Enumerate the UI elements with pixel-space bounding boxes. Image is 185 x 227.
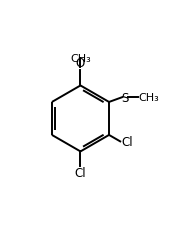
Text: S: S xyxy=(121,91,128,104)
Text: O: O xyxy=(76,57,85,70)
Text: Cl: Cl xyxy=(75,167,86,180)
Text: Cl: Cl xyxy=(121,135,132,148)
Text: CH₃: CH₃ xyxy=(139,93,159,103)
Text: CH₃: CH₃ xyxy=(70,53,91,63)
